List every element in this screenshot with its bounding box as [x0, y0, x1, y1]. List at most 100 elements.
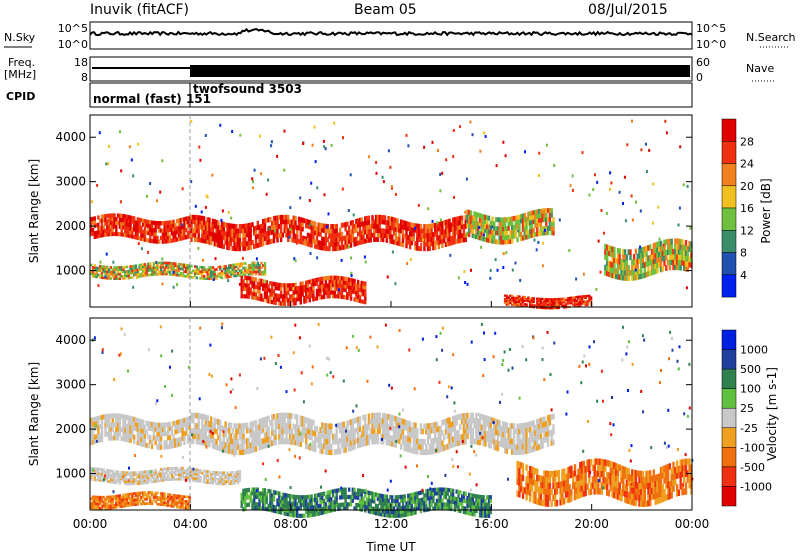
heatmap-cell — [292, 494, 295, 499]
heatmap-cell — [534, 435, 537, 441]
heatmap-cell — [95, 434, 98, 439]
heatmap-cell — [253, 431, 256, 437]
heatmap-cell — [512, 428, 516, 435]
heatmap-cell — [426, 237, 430, 243]
heatmap-cell — [271, 238, 274, 244]
heatmap-cell — [143, 433, 147, 439]
heatmap-cell — [228, 240, 231, 246]
heatmap-cell — [487, 442, 491, 448]
heatmap-cell — [240, 228, 243, 234]
heatmap-cell — [330, 444, 333, 450]
heatmap-cell — [360, 230, 363, 236]
scatter-cell — [276, 154, 279, 158]
heatmap-cell — [95, 266, 98, 270]
heatmap-cell — [516, 449, 519, 456]
heatmap-cell — [104, 272, 107, 275]
heatmap-cell — [125, 471, 129, 475]
heatmap-cell — [219, 475, 222, 479]
heatmap-cell — [158, 261, 161, 265]
scatter-cell — [464, 210, 467, 214]
heatmap-cell — [213, 475, 216, 479]
heatmap-cell — [265, 291, 268, 296]
heatmap-cell — [496, 230, 500, 236]
heatmap-cell — [362, 221, 365, 227]
heatmap-cell — [514, 224, 517, 230]
heatmap-cell — [326, 490, 329, 495]
heatmap-cell — [367, 413, 371, 420]
heatmap-cell — [170, 471, 173, 475]
heatmap-cell — [226, 269, 229, 272]
heatmap-cell — [383, 418, 387, 425]
heatmap-cell — [500, 239, 503, 245]
heatmap-cell — [306, 423, 310, 429]
heatmap-cell — [159, 270, 163, 274]
heatmap-cell — [373, 495, 376, 500]
heatmap-cell — [367, 509, 371, 514]
heatmap-cell — [423, 246, 426, 252]
heatmap-cell — [521, 217, 525, 223]
heatmap-cell — [371, 224, 374, 229]
heatmap-cell — [503, 301, 507, 304]
heatmap-cell — [638, 273, 641, 280]
heatmap-cell — [176, 420, 179, 425]
heatmap-cell — [186, 421, 190, 427]
heatmap-cell — [185, 220, 188, 225]
heatmap-cell — [193, 412, 197, 419]
heatmap-cell — [174, 469, 177, 472]
heatmap-cell — [530, 210, 534, 216]
power-y-axis-label: Slant Range [km] — [27, 159, 41, 263]
heatmap-cell — [226, 475, 229, 479]
heatmap-cell — [344, 491, 347, 496]
heatmap-cell — [507, 301, 510, 304]
heatmap-cell — [340, 245, 344, 251]
heatmap-cell — [333, 503, 337, 508]
heatmap-cell — [586, 303, 589, 306]
heatmap-cell — [373, 423, 376, 429]
heatmap-cell — [138, 427, 141, 433]
heatmap-cell — [276, 413, 279, 419]
heatmap-cell — [91, 266, 95, 269]
heatmap-cell — [548, 212, 552, 218]
date-title: 08/Jul/2015 — [588, 2, 668, 18]
heatmap-cell — [254, 272, 258, 276]
heatmap-cell — [358, 503, 362, 508]
heatmap-cell — [357, 294, 360, 299]
heatmap-cell — [118, 427, 122, 432]
heatmap-cell — [688, 256, 691, 263]
heatmap-cell — [163, 272, 166, 276]
heatmap-cell — [99, 276, 102, 279]
heatmap-cell — [324, 494, 328, 499]
heatmap-cell — [430, 236, 433, 242]
heatmap-cell — [279, 503, 283, 508]
scatter-cell — [664, 119, 667, 123]
heatmap-cell — [228, 475, 231, 479]
heatmap-cell — [392, 415, 396, 422]
heatmap-cell — [219, 234, 222, 240]
heatmap-cell — [439, 230, 442, 236]
heatmap-cell — [317, 492, 320, 498]
heatmap-cell — [451, 415, 455, 422]
heatmap-cell — [247, 240, 251, 246]
colorbar-swatch — [721, 141, 737, 164]
heatmap-cell — [371, 423, 374, 429]
heatmap-cell — [482, 223, 485, 228]
heatmap-cell — [115, 231, 118, 237]
scatter-cell — [253, 168, 256, 172]
scatter-cell — [431, 140, 434, 144]
heatmap-cell — [149, 421, 152, 427]
heatmap-cell — [222, 473, 225, 477]
heatmap-cell — [315, 281, 319, 286]
heatmap-cell — [607, 266, 611, 272]
heatmap-cell — [679, 249, 682, 255]
scatter-cell — [128, 145, 131, 149]
heatmap-cell — [138, 228, 141, 234]
heatmap-cell — [530, 298, 534, 301]
heatmap-cell — [303, 495, 306, 500]
heatmap-cell — [118, 213, 122, 218]
heatmap-cell — [253, 295, 256, 300]
heatmap-cell — [274, 220, 277, 225]
heatmap-cell — [263, 270, 267, 274]
heatmap-cell — [471, 438, 474, 445]
heatmap-cell — [174, 473, 177, 477]
heatmap-cell — [355, 286, 358, 291]
